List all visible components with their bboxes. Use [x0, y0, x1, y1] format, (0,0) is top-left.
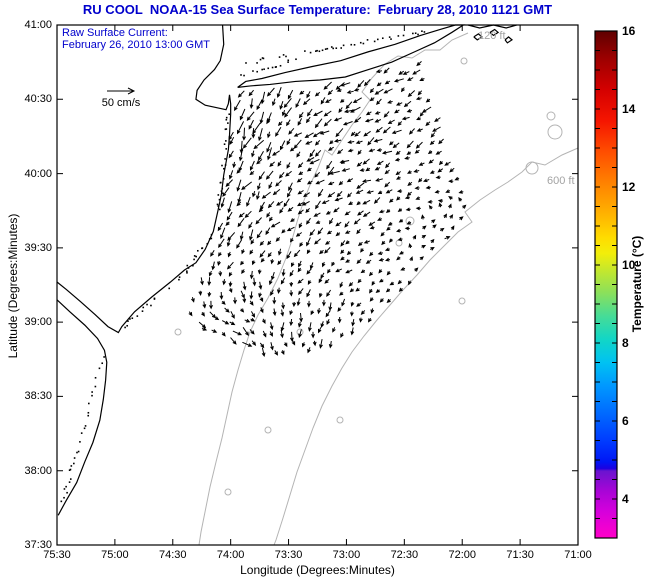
current-annotation-line1: Raw Surface Current:	[62, 27, 168, 39]
colorbar-tick-label: 16	[622, 24, 636, 38]
colorbar-label: Temperature (°C)	[630, 235, 644, 333]
y-tick-label: 39:30	[24, 241, 52, 254]
temperature-colorbar	[594, 30, 618, 539]
x-tick-label: 73:30	[274, 549, 303, 561]
x-tick-label: 71:30	[506, 549, 534, 561]
current-vector-field	[188, 61, 467, 358]
y-tick-label: 39:00	[24, 316, 52, 329]
x-tick-label: 74:30	[159, 549, 187, 561]
axes-frame	[56, 24, 579, 546]
y-tick-label: 40:30	[24, 93, 52, 106]
y-tick-label: 41:00	[24, 19, 52, 31]
x-tick-label: 75:00	[101, 549, 129, 561]
x-tick-label: 73:00	[332, 549, 361, 561]
x-tick-label: 74:00	[216, 549, 245, 561]
y-tick-label: 38:00	[24, 464, 52, 477]
x-axis-label: Longitude (Degrees:Minutes)	[240, 563, 395, 577]
page-title: RU COOL NOAA-15 Sea Surface Temperature:…	[82, 2, 553, 17]
x-tick-label: 72:30	[390, 549, 419, 561]
depth-label-600ft: 600 ft	[547, 175, 575, 187]
x-tick-label: 72:00	[448, 549, 476, 561]
colorbar-tick-label: 12	[622, 180, 636, 194]
y-tick-label: 40:00	[24, 167, 52, 180]
x-tick-label: 71:00	[564, 549, 592, 561]
depth-label-120ft: 120 ft	[478, 30, 506, 42]
y-tick-label: 38:30	[24, 390, 52, 403]
colorbar-tick-label: 4	[622, 492, 629, 506]
scale-arrow-label: 50 cm/s	[101, 97, 141, 109]
y-tick-label: 37:30	[24, 539, 52, 551]
colorbar-tick-label: 10	[622, 258, 636, 272]
y-axis-label: Latitude (Degrees:Minutes)	[6, 213, 20, 359]
colorbar-tick-label: 6	[622, 414, 629, 428]
colorbar-tick-label: 8	[622, 336, 629, 350]
colorbar-tick-label: 14	[622, 102, 636, 116]
current-annotation-line2: February 26, 2010 13:00 GMT	[62, 39, 210, 51]
x-tick-label: 75:30	[43, 549, 71, 561]
